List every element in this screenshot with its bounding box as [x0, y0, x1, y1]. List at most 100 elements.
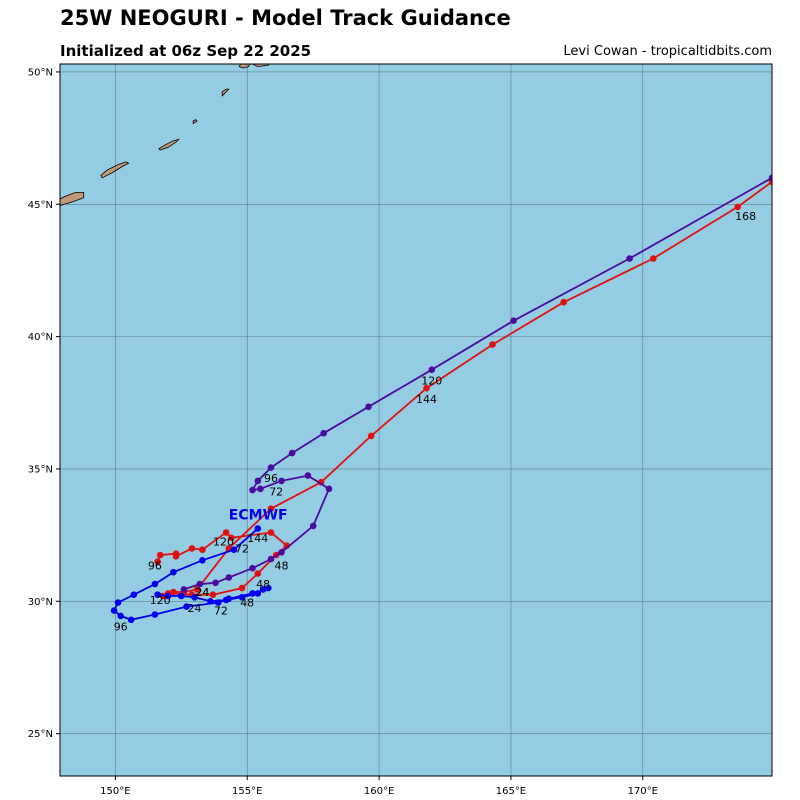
track-point [172, 553, 180, 560]
track-point [164, 592, 172, 600]
forecast-hour-label: 96 [264, 472, 278, 485]
forecast-hour-label: 48 [275, 560, 289, 573]
track-point [225, 574, 233, 581]
track-line [183, 177, 772, 591]
track-point [156, 551, 164, 559]
track-point [214, 599, 222, 606]
credit-text: Levi Cowan - tropicaltidbits.com [563, 44, 772, 59]
longitude-tick-label: 155°E [232, 786, 262, 797]
track-point [367, 432, 375, 440]
track-point [199, 546, 206, 553]
latitude-tick-label: 40°N [28, 332, 53, 343]
track-point [191, 594, 198, 601]
track-point [428, 366, 436, 374]
latitude-tick-label: 50°N [28, 67, 53, 78]
chart-title: 25W NEOGURI - Model Track Guidance [60, 6, 511, 30]
track-point [114, 599, 122, 606]
track-point [510, 317, 517, 325]
track-point [117, 612, 124, 620]
track-point [151, 611, 159, 618]
track-point [309, 522, 317, 530]
track-point [170, 568, 177, 576]
ocean-background [60, 64, 772, 776]
track-point [222, 596, 230, 604]
forecast-hour-label: 24 [195, 586, 209, 599]
track-point [199, 557, 206, 564]
forecast-hour-label: 168 [735, 210, 756, 223]
track-point [254, 525, 262, 532]
track-point [278, 549, 285, 556]
forecast-hour-label: 120 [150, 594, 171, 607]
track-point [238, 594, 246, 601]
track-point [207, 598, 214, 605]
forecast-hour-label: 48 [256, 578, 270, 591]
track-point [365, 403, 372, 411]
latitude-tick-label: 30°N [28, 597, 53, 608]
latitude-tick-label: 35°N [28, 464, 53, 475]
track-point [110, 607, 118, 614]
longitude-tick-label: 150°E [100, 786, 130, 797]
track-point [196, 580, 204, 588]
forecast-hour-label: 120 [213, 536, 234, 549]
track-point [238, 584, 246, 592]
track-point [178, 592, 185, 600]
track-point [267, 529, 275, 536]
track-point [320, 429, 328, 437]
track-point [151, 580, 159, 588]
track-point [154, 558, 161, 565]
track-point [288, 449, 296, 457]
forecast-hour-label: 144 [247, 532, 268, 545]
track-point [254, 570, 262, 577]
forecast-hour-label: 72 [269, 485, 283, 498]
track-point [267, 555, 275, 563]
gridlines [60, 64, 772, 776]
island-shape [221, 88, 230, 97]
track-point [249, 564, 256, 572]
track-point [127, 616, 135, 624]
track-point [209, 591, 217, 598]
track-point [560, 298, 567, 306]
longitude-tick-label: 160°E [364, 786, 394, 797]
track-point [489, 341, 496, 348]
track-point [265, 584, 272, 592]
track-point [734, 203, 741, 211]
track-point [267, 464, 275, 471]
forecast-hour-label: 96 [114, 620, 128, 633]
track-point [626, 255, 633, 262]
track-point [768, 174, 772, 182]
track-point [254, 477, 262, 485]
track-point [228, 534, 235, 542]
longitude-tick-label: 170°E [628, 786, 658, 797]
track-point [278, 477, 285, 485]
track-point [257, 485, 264, 493]
island-shape [251, 64, 270, 68]
track-point [259, 586, 267, 593]
model-tracks [110, 174, 772, 624]
track-point [650, 255, 657, 262]
track-point [188, 545, 196, 552]
track-point [267, 505, 275, 512]
track-point [193, 586, 201, 593]
forecast-hour-label: 144 [416, 393, 437, 406]
island-shape [100, 161, 130, 179]
latitude-tick-label: 45°N [28, 200, 53, 211]
land-layer [60, 64, 284, 207]
track-point [304, 472, 312, 479]
model-name-label: ECMWF [229, 507, 288, 523]
track-point [222, 529, 230, 536]
track-point [254, 590, 262, 597]
forecast-hour-label: 120 [421, 374, 442, 387]
track-point [423, 384, 430, 392]
latitude-tick-label: 25°N [28, 729, 53, 740]
forecast-hour-label: 72 [214, 605, 228, 618]
island-shape [60, 191, 85, 207]
forecast-hour-label: 96 [148, 560, 162, 573]
forecast-hour-label: 48 [240, 597, 254, 610]
track-blue [110, 525, 272, 624]
forecast-hour-label: 24 [195, 586, 209, 599]
track-point [170, 588, 177, 596]
island-shape [192, 119, 198, 125]
island-shape [158, 138, 181, 151]
init-time-subtitle: Initialized at 06z Sep 22 2025 [60, 42, 312, 60]
